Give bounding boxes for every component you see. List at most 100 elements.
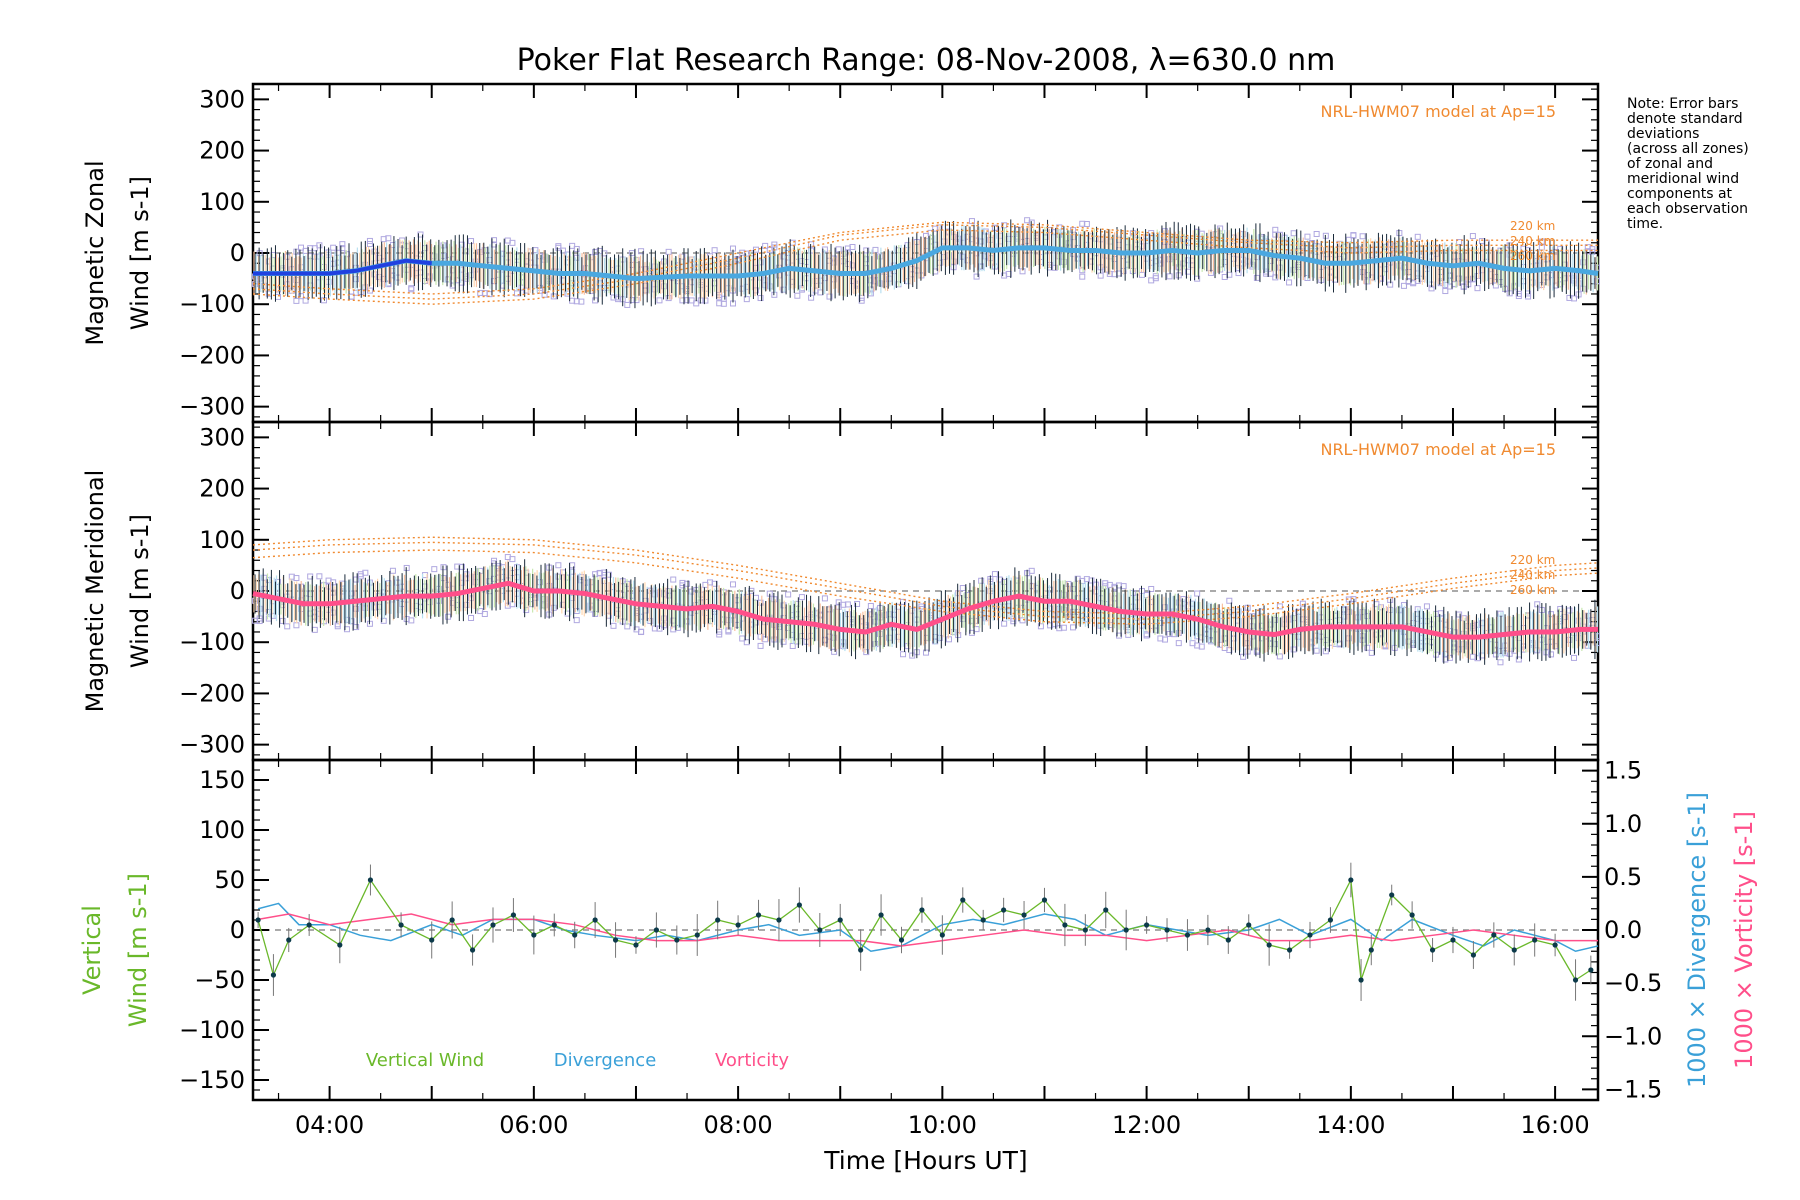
zone-sample bbox=[311, 626, 318, 633]
y-tick-label: −200 bbox=[179, 679, 245, 707]
vertical-wind-point bbox=[429, 937, 435, 943]
vertical-wind-point bbox=[1389, 892, 1395, 898]
zone-sample bbox=[1198, 643, 1205, 650]
divergence-line bbox=[257, 902, 1599, 953]
zone-sample bbox=[849, 243, 856, 250]
zone-sample bbox=[445, 613, 452, 620]
zone-sample bbox=[339, 245, 346, 252]
zone-sample bbox=[661, 622, 668, 629]
zone-sample bbox=[1051, 264, 1058, 271]
zone-sample bbox=[1143, 632, 1150, 639]
zone-sample bbox=[1350, 232, 1357, 239]
zone-sample bbox=[1400, 282, 1407, 289]
note-line: (across all zones) bbox=[1627, 141, 1749, 157]
vertical-wind-point bbox=[755, 912, 762, 918]
zone-sample bbox=[366, 237, 373, 244]
zone-sample bbox=[771, 596, 778, 603]
zone-sample bbox=[463, 571, 470, 578]
model-line bbox=[252, 221, 1598, 295]
zone-sample bbox=[366, 241, 373, 248]
zone-sample bbox=[1065, 613, 1072, 620]
y-tick-label: 0 bbox=[230, 239, 245, 267]
zone-sample bbox=[463, 575, 470, 582]
zone-sample bbox=[1088, 577, 1095, 584]
vertical-wind-point bbox=[1001, 907, 1007, 913]
zone-sample bbox=[665, 248, 672, 255]
zone-sample bbox=[1492, 282, 1499, 289]
zone-sample bbox=[1580, 259, 1587, 266]
model-label: NRL-HWM07 model at Ap=15 bbox=[1320, 102, 1556, 121]
y-axis-label: Magnetic Meridional bbox=[81, 470, 109, 713]
vertical-wind-point bbox=[878, 912, 884, 918]
zone-sample bbox=[794, 292, 801, 299]
zone-sample bbox=[293, 575, 300, 582]
zone-sample bbox=[353, 624, 360, 631]
vertical-wind-point bbox=[270, 972, 277, 978]
zone-sample bbox=[1364, 613, 1371, 620]
y2-tick-label: −1.5 bbox=[1604, 1075, 1662, 1103]
y-tick-label: 150 bbox=[199, 766, 245, 794]
y-tick-label: 100 bbox=[199, 816, 245, 844]
zone-sample bbox=[578, 298, 585, 305]
zone-sample bbox=[771, 241, 778, 248]
vertical-wind-point bbox=[449, 917, 455, 923]
zone-sample bbox=[1580, 285, 1587, 292]
model-altitude-label: 240 km bbox=[1510, 234, 1555, 248]
zone-sample bbox=[978, 577, 985, 584]
zone-sample bbox=[780, 638, 787, 645]
y-tick-label: −100 bbox=[179, 1016, 245, 1044]
zone-sample bbox=[1377, 604, 1384, 611]
vertical-wind-point bbox=[398, 922, 404, 928]
vertical-wind-point bbox=[510, 912, 517, 918]
zone-sample bbox=[798, 594, 805, 601]
zone-sample bbox=[550, 293, 557, 300]
y2-tick-label: 1.5 bbox=[1604, 757, 1642, 785]
y2-tick-label: −1.0 bbox=[1604, 1022, 1662, 1050]
zone-sample bbox=[1028, 219, 1035, 226]
chart-title: Poker Flat Research Range: 08-Nov-2008, … bbox=[517, 43, 1336, 78]
zone-sample bbox=[293, 622, 300, 629]
zone-sample bbox=[757, 259, 764, 266]
x-tick-label: 14:00 bbox=[1316, 1111, 1385, 1139]
zone-sample bbox=[1226, 597, 1233, 604]
zone-sample bbox=[757, 599, 764, 606]
vertical-wind-point bbox=[1327, 917, 1334, 923]
vertical-wind-point bbox=[735, 922, 741, 928]
model-altitude-label: 260 km bbox=[1510, 249, 1555, 263]
zone-sample bbox=[550, 604, 557, 611]
zone-sample bbox=[1304, 233, 1311, 240]
vertical-wind-point bbox=[817, 927, 823, 933]
model-line bbox=[252, 224, 1598, 300]
y2-axis-label-divergence: 1000 × Divergence [s-1] bbox=[1683, 792, 1711, 1088]
zone-sample bbox=[1175, 272, 1182, 279]
zone-sample bbox=[835, 246, 842, 253]
zone-sample bbox=[1345, 236, 1352, 243]
zone-sample bbox=[1469, 233, 1476, 240]
vertical-wind-point bbox=[1450, 937, 1456, 943]
mean-wind-line bbox=[253, 245, 1599, 282]
zone-sample bbox=[752, 594, 759, 601]
zone-sample bbox=[385, 235, 392, 242]
zone-sample bbox=[1322, 648, 1329, 655]
zone-sample bbox=[1276, 653, 1283, 660]
x-tick-label: 04:00 bbox=[295, 1111, 364, 1139]
y2-tick-label: 0.0 bbox=[1604, 916, 1642, 944]
zone-sample bbox=[1359, 633, 1366, 640]
x-tick-label: 12:00 bbox=[1112, 1111, 1181, 1139]
zone-sample bbox=[353, 605, 360, 612]
zone-sample bbox=[1070, 586, 1077, 593]
zone-sample bbox=[1175, 264, 1182, 271]
y2-axis-label-vorticity: 1000 × Vorticity [s-1] bbox=[1730, 811, 1758, 1069]
legend-entry: Vertical Wind bbox=[366, 1050, 484, 1071]
y-tick-label: −300 bbox=[179, 393, 245, 421]
zone-sample bbox=[628, 250, 635, 257]
zone-sample bbox=[1414, 233, 1421, 240]
note-line: meridional wind bbox=[1627, 171, 1739, 187]
vertical-wind-point bbox=[367, 877, 374, 883]
zone-sample bbox=[366, 620, 373, 627]
y-tick-label: 200 bbox=[199, 475, 245, 503]
zone-sample bbox=[1152, 275, 1159, 282]
zone-sample bbox=[1060, 624, 1067, 631]
zone-sample bbox=[1548, 651, 1555, 658]
zone-sample bbox=[1194, 590, 1201, 597]
